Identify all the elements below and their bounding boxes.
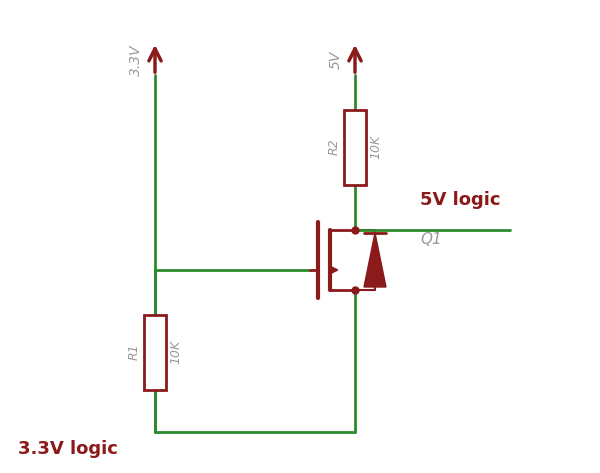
Text: R1: R1 — [128, 344, 141, 360]
Bar — [144, 315, 166, 390]
Text: R2: R2 — [328, 139, 341, 155]
Text: 5V logic: 5V logic — [420, 191, 500, 209]
Text: 3.3V: 3.3V — [129, 44, 143, 76]
Text: 10K: 10K — [169, 340, 182, 364]
Text: Q1: Q1 — [420, 233, 442, 247]
Text: 3.3V logic: 3.3V logic — [18, 440, 118, 458]
Polygon shape — [364, 233, 386, 287]
Text: 5V: 5V — [329, 51, 343, 69]
Text: 10K: 10K — [369, 135, 382, 159]
Bar — [344, 110, 366, 185]
